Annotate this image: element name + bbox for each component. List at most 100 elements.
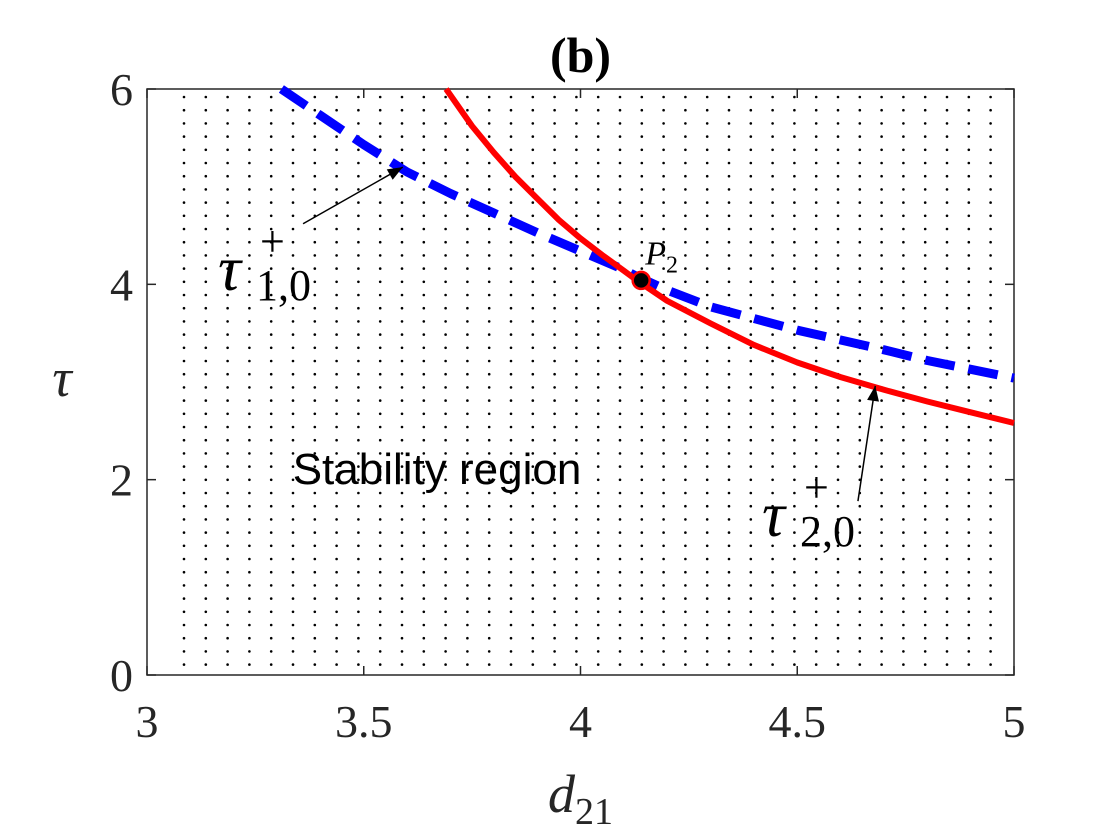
region-dot <box>618 293 622 297</box>
region-dot <box>531 597 535 600</box>
region-dot <box>182 188 186 191</box>
region-dot <box>814 452 818 455</box>
region-dot <box>335 623 338 627</box>
region-dot <box>618 372 622 376</box>
region-dot <box>596 465 600 468</box>
region-dot <box>596 597 600 600</box>
region-dot <box>226 623 229 627</box>
region-dot <box>575 399 578 402</box>
region-dot <box>269 557 273 561</box>
region-dot <box>705 452 709 455</box>
region-dot <box>618 227 622 231</box>
region-dot <box>923 333 927 336</box>
region-dot <box>575 518 578 521</box>
region-dot <box>945 188 949 191</box>
region-dot <box>378 478 382 482</box>
region-dot <box>989 201 992 204</box>
region-dot <box>422 518 426 521</box>
region-dot <box>422 544 426 548</box>
region-dot <box>466 386 469 389</box>
region-dot <box>248 293 251 297</box>
region-dot <box>749 320 753 323</box>
region-dot <box>749 95 753 99</box>
region-dot <box>182 412 186 416</box>
region-dot <box>749 267 753 270</box>
region-dot <box>291 504 295 508</box>
region-dot <box>793 254 796 257</box>
region-dot <box>204 636 208 640</box>
region-dot <box>902 161 905 165</box>
region-dot <box>313 333 317 336</box>
region-dot <box>575 478 578 482</box>
region-dot <box>444 452 447 455</box>
region-dot <box>618 359 622 363</box>
region-dot <box>771 544 774 548</box>
region-dot <box>727 425 731 429</box>
region-dot <box>553 636 556 640</box>
region-dot <box>640 188 644 191</box>
region-dot <box>727 359 731 363</box>
region-dot <box>814 306 818 310</box>
region-dot <box>553 557 556 561</box>
region-dot <box>727 584 731 587</box>
region-dot <box>357 280 360 284</box>
region-dot <box>858 214 862 218</box>
region-dot <box>182 544 186 548</box>
region-dot <box>771 95 774 99</box>
region-dot <box>989 504 992 508</box>
region-dot <box>618 491 622 495</box>
region-dot <box>269 465 273 468</box>
region-dot <box>814 597 818 600</box>
region-dot <box>596 240 600 244</box>
region-dot <box>204 399 208 402</box>
region-dot <box>248 518 251 521</box>
region-dot <box>204 491 208 495</box>
region-dot <box>269 320 273 323</box>
region-dot <box>662 188 665 191</box>
region-dot <box>684 280 687 284</box>
region-dot <box>793 372 796 376</box>
region-dot <box>291 280 295 284</box>
region-dot <box>422 359 426 363</box>
region-dot <box>553 174 556 178</box>
region-dot <box>836 623 840 627</box>
region-dot <box>269 636 273 640</box>
region-dot <box>182 491 186 495</box>
region-dot <box>989 425 992 429</box>
region-dot <box>400 240 404 244</box>
region-dot <box>902 650 905 653</box>
region-dot <box>749 201 753 204</box>
region-dot <box>226 386 229 389</box>
region-dot <box>989 557 992 561</box>
region-dot <box>814 372 818 376</box>
region-dot <box>880 584 883 587</box>
region-dot <box>378 650 382 653</box>
annotation-superscript: + <box>260 217 285 266</box>
region-dot <box>705 650 709 653</box>
region-dot <box>705 135 709 138</box>
region-dot <box>182 610 186 614</box>
region-dot <box>313 122 317 125</box>
region-dot <box>684 148 687 152</box>
region-dot <box>378 227 382 231</box>
region-dot <box>422 623 426 627</box>
region-dot <box>836 333 840 336</box>
region-dot <box>248 214 251 218</box>
region-dot <box>727 280 731 284</box>
region-dot <box>182 531 186 534</box>
region-dot <box>378 465 382 468</box>
region-dot <box>749 438 753 442</box>
region-dot <box>989 293 992 297</box>
region-dot <box>400 188 404 191</box>
region-dot <box>749 108 753 112</box>
region-dot <box>466 465 469 468</box>
region-dot <box>335 518 338 521</box>
region-dot <box>466 399 469 402</box>
region-dot <box>422 425 426 429</box>
region-dot <box>248 386 251 389</box>
region-dot <box>662 372 665 376</box>
region-dot <box>793 584 796 587</box>
region-dot <box>509 201 513 204</box>
region-dot <box>313 465 317 468</box>
region-dot <box>226 201 229 204</box>
